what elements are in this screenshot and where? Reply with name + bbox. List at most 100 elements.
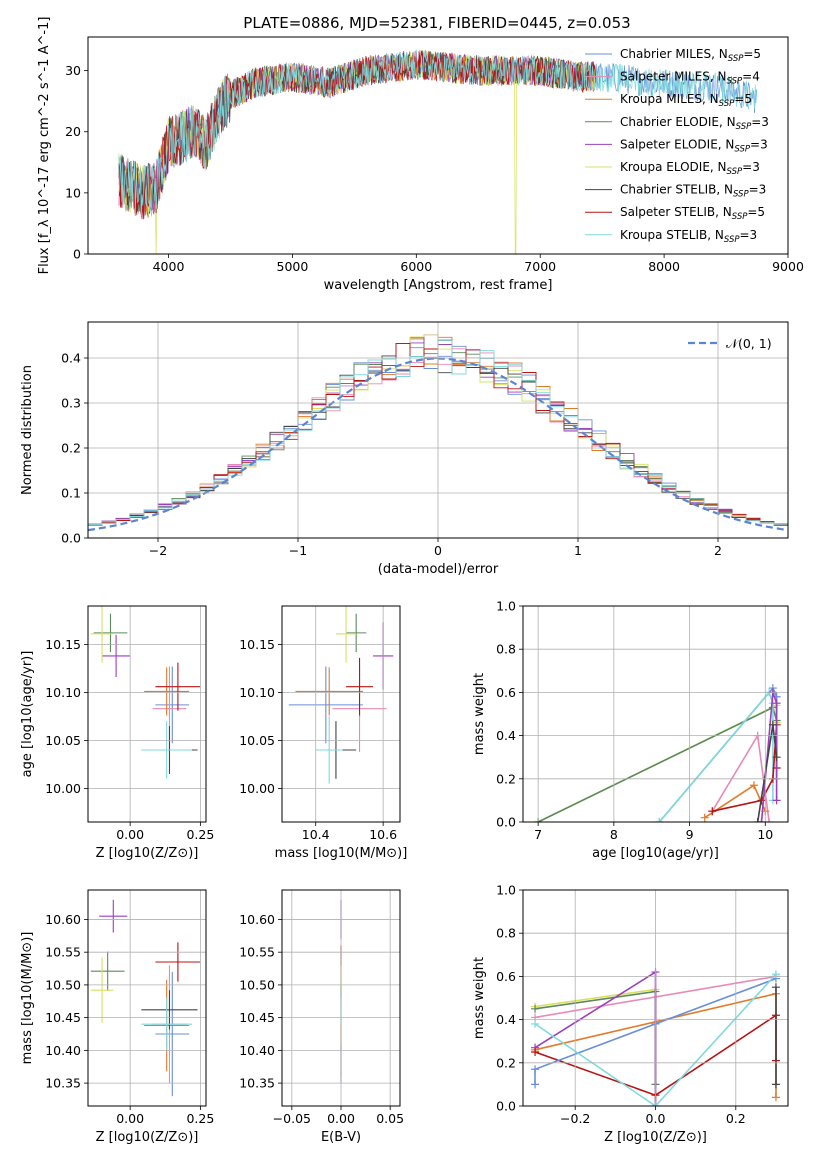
legend-entry: Chabrier ELODIE, NSSP=3 (620, 115, 769, 132)
plot-area (118, 49, 758, 254)
y-tick-label: 0.0 (61, 531, 81, 546)
y-tick-label: 10.15 (239, 637, 275, 652)
y-axis-label: mass [log10(M/M⊙)] (20, 932, 35, 1065)
plot-area (534, 684, 781, 822)
weight-marker-chabrier_stelib (772, 753, 781, 762)
figure-title: PLATE=0886, MJD=52381, FIBERID=0445, z=0… (243, 14, 630, 32)
y-tick-label: 0.6 (496, 685, 516, 700)
x-axis-label: Z [log10(Z/Z⊙)] (604, 1130, 707, 1145)
chart-mass-vs-ebv: −0.05 0.00 0.05 10.35 10.40 10.45 10.50 10.55 10… (239, 889, 404, 1145)
x-tick-label: −2 (149, 543, 167, 558)
x-tick-label: 10.6 (369, 827, 397, 842)
legend-entry: Kroupa ELODIE, NSSP=3 (620, 160, 760, 177)
weight-marker-salpeter_miles (765, 818, 774, 822)
y-tick-label: 0.6 (496, 969, 516, 984)
chart-age-vs-z: 0.00 0.25 10.00 10.05 10.10 10.15 Z [log10(Z/Z… (20, 605, 214, 861)
axes-frame (281, 605, 401, 823)
y-tick-label: 10.10 (45, 685, 81, 700)
y-tick-label: 10.50 (239, 977, 275, 992)
x-tick-label: −0.05 (273, 1111, 311, 1126)
weight-marker-salpeter_elodie (757, 818, 766, 822)
x-tick-label: 2 (714, 543, 722, 558)
y-tick-label: 20 (65, 124, 81, 139)
y-axis-label: mass weight (472, 673, 487, 755)
chart-mass-weight-vs-age: 7 8 9 10 0.0 0.2 0.4 0.6 0.8 1.0 age [log10(age/yr… (472, 599, 789, 861)
weight-marker-kroupa_stelib (531, 1019, 540, 1028)
x-tick-label: 9000 (772, 259, 804, 274)
y-tick-label: 10.35 (45, 1076, 81, 1091)
x-tick-label: 0 (434, 543, 442, 558)
weight-marker-kroupa_miles (700, 813, 709, 822)
y-tick-label: 0.2 (496, 771, 516, 786)
x-axis-label: (data-model)/error (378, 562, 499, 577)
x-tick-label: −0.2 (560, 1111, 590, 1126)
y-tick-label: 10.45 (45, 1010, 81, 1025)
weight-marker-chabrier_stelib (771, 983, 780, 992)
legend-entry: Salpeter STELIB, NSSP=5 (620, 205, 765, 222)
weight-marker-salpeter_elodie (772, 796, 781, 805)
x-tick-label: 7 (534, 827, 542, 842)
weight-marker-chabrier_stelib (771, 1080, 780, 1089)
legend-entry: Salpeter ELODIE, NSSP=3 (620, 137, 768, 154)
y-tick-label: 0.0 (496, 1099, 516, 1114)
weight-marker-kroupa_stelib (771, 970, 780, 979)
x-tick-label: 0.00 (116, 1111, 144, 1126)
x-tick-label: −1 (289, 543, 307, 558)
weight-marker-kroupa_miles (771, 1093, 780, 1102)
axes-frame (87, 605, 207, 823)
weight-marker-salpeter_elodie (772, 699, 781, 708)
axes-frame (522, 605, 789, 823)
x-tick-label: 1 (574, 543, 582, 558)
chart-spectrum: 4000 5000 6000 7000 8000 9000 0 10 20 30 wavelengt… (37, 17, 804, 293)
x-tick-label: 5000 (277, 259, 309, 274)
y-tick-label: 10.00 (45, 781, 81, 796)
y-tick-label: 10.35 (239, 1076, 275, 1091)
x-tick-label: 0.00 (116, 827, 144, 842)
weight-line-chabrier_miles (534, 977, 777, 1085)
weight-marker-kroupa_miles (749, 781, 758, 790)
panels: 4000 5000 6000 7000 8000 90000102030wavelengt… (20, 17, 804, 1145)
plot-area (288, 606, 394, 784)
y-axis-label: mass weight (472, 957, 487, 1039)
plot-area (90, 606, 201, 779)
x-tick-label: 0.25 (186, 827, 214, 842)
x-tick-label: 8 (610, 827, 618, 842)
y-tick-label: 10.15 (45, 637, 81, 652)
weight-marker-salpeter_stelib (531, 1048, 540, 1056)
y-tick-label: 10 (65, 185, 81, 200)
axes-frame (522, 889, 789, 1107)
legend-entry: Salpeter MILES, NSSP=4 (620, 70, 760, 87)
legend: Chabrier MILES, NSSP=5 Salpeter MILES, NS… (585, 47, 769, 245)
y-tick-label: 0.0 (496, 815, 516, 830)
axes-frame (281, 889, 401, 1107)
y-tick-label: 0.8 (496, 642, 516, 657)
axes-frame (87, 321, 789, 539)
weight-marker-chabrier_miles (531, 1080, 540, 1089)
chart-residuals: −2 −1 0 1 2 0.0 0.1 0.2 0.3 0.4 (data-model)/error… (20, 321, 789, 577)
chart-mass-weight-vs-z: −0.2 0.0 0.2 0.0 0.2 0.4 0.6 0.8 1.0 Z [log10(Z/Z… (472, 883, 789, 1145)
y-tick-label: 10.50 (45, 977, 81, 992)
x-tick-label: 6000 (400, 259, 432, 274)
x-axis-label: mass [log10(M/M⊙)] (275, 846, 408, 861)
y-tick-label: 10.40 (45, 1043, 81, 1058)
chart-age-vs-mass: 10.4 10.6 10.00 10.05 10.10 10.15 mass [log10(… (239, 605, 407, 861)
legend-entry: 𝒩(0, 1) (726, 336, 772, 351)
y-tick-label: 0 (73, 247, 81, 262)
y-tick-label: 0.4 (496, 728, 516, 743)
spectrum-line-kroupa_stelib (118, 49, 758, 217)
y-axis-label: age [log10(age/yr)] (20, 651, 35, 778)
legend-entry: Chabrier STELIB, NSSP=3 (620, 183, 766, 200)
y-tick-label: 10.45 (239, 1010, 275, 1025)
plot-area (90, 899, 201, 1097)
weight-line-chabrier_elodie (534, 990, 657, 1085)
y-tick-label: 0.4 (496, 1012, 516, 1027)
y-tick-label: 10.60 (239, 912, 275, 927)
y-tick-label: 0.3 (61, 396, 81, 411)
weight-marker-chabrier_elodie (531, 1004, 540, 1013)
x-tick-label: 0.05 (376, 1111, 404, 1126)
x-axis-label: Z [log10(Z/Z⊙)] (96, 1130, 199, 1145)
x-tick-label: 8000 (648, 259, 680, 274)
y-tick-label: 0.8 (496, 926, 516, 941)
x-tick-label: 9 (686, 827, 694, 842)
